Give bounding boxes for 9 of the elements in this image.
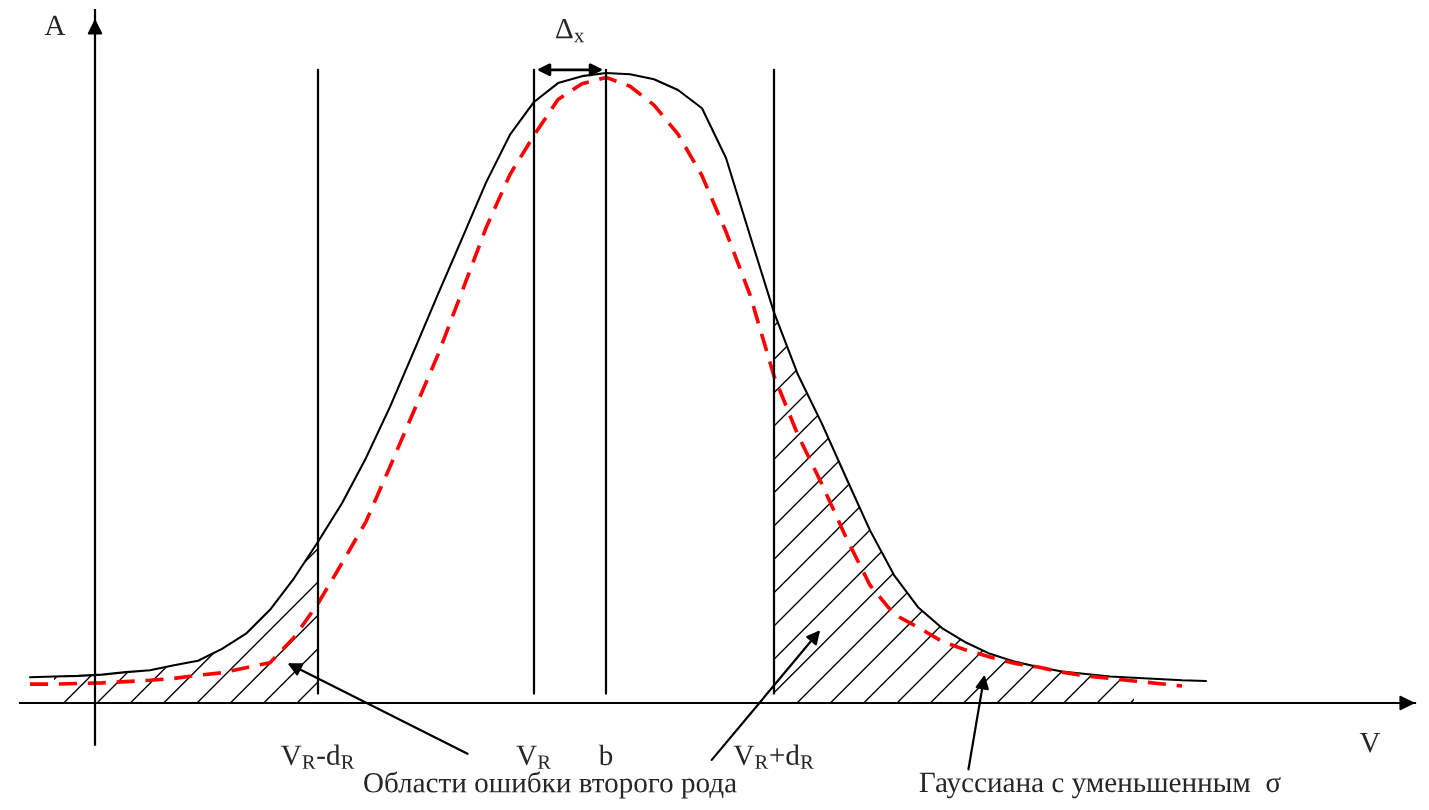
text: Δ$_{x}$ xyxy=(556,18,584,43)
x-tick-label: V$_{R}$+d$_{R}$ xyxy=(733,744,814,769)
text: Области ошибки второго рода xyxy=(364,771,737,799)
x-tick-label: V$_{R}$-d$_{R}$ xyxy=(280,744,355,769)
x-axis-title: V xyxy=(1359,732,1381,753)
x-tick-label: V$_{R}$ xyxy=(516,745,551,769)
x-tick-label: b xyxy=(598,744,613,766)
text: Гауссиана с уменьшенным σ xyxy=(919,772,1281,799)
y-axis-title: A xyxy=(44,15,66,36)
